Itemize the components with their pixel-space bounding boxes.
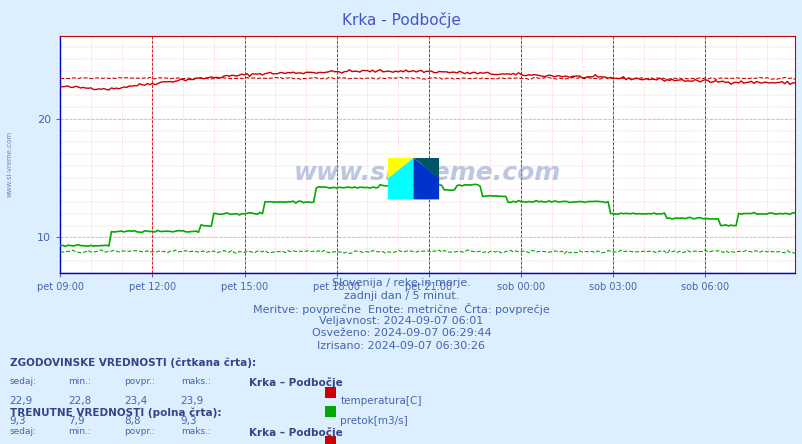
Text: min.:: min.: [68,377,91,386]
Text: temperatura[C]: temperatura[C] [340,396,421,407]
Text: 22,8: 22,8 [68,396,91,407]
Text: Slovenija / reke in morje.: Slovenija / reke in morje. [332,278,470,289]
Text: 22,9: 22,9 [10,396,33,407]
Text: 7,9: 7,9 [68,416,85,426]
Text: Izrisano: 2024-09-07 06:30:26: Izrisano: 2024-09-07 06:30:26 [317,341,485,351]
Text: Krka – Podbočje: Krka – Podbočje [249,377,342,388]
Text: Krka – Podbočje: Krka – Podbočje [249,427,342,438]
Text: zadnji dan / 5 minut.: zadnji dan / 5 minut. [343,291,459,301]
Text: 8,8: 8,8 [124,416,141,426]
Text: Meritve: povprečne  Enote: metrične  Črta: povprečje: Meritve: povprečne Enote: metrične Črta:… [253,303,549,315]
Text: min.:: min.: [68,427,91,436]
Text: TRENUTNE VREDNOSTI (polna črta):: TRENUTNE VREDNOSTI (polna črta): [10,407,221,418]
Text: povpr.:: povpr.: [124,427,156,436]
Text: Osveženo: 2024-09-07 06:29:44: Osveženo: 2024-09-07 06:29:44 [311,328,491,338]
Polygon shape [413,158,439,199]
Text: sedaj:: sedaj: [10,427,37,436]
Polygon shape [413,158,439,178]
Text: www.si-vreme.com: www.si-vreme.com [6,131,13,197]
Text: maks.:: maks.: [180,377,210,386]
Text: Veljavnost: 2024-09-07 06:01: Veljavnost: 2024-09-07 06:01 [319,316,483,326]
Polygon shape [387,158,413,178]
Text: povpr.:: povpr.: [124,377,156,386]
Text: www.si-vreme.com: www.si-vreme.com [294,161,561,185]
Text: 9,3: 9,3 [180,416,197,426]
Text: ZGODOVINSKE VREDNOSTI (črtkana črta):: ZGODOVINSKE VREDNOSTI (črtkana črta): [10,357,256,368]
Text: pretok[m3/s]: pretok[m3/s] [340,416,407,426]
Text: 23,4: 23,4 [124,396,148,407]
Text: Krka - Podbočje: Krka - Podbočje [342,12,460,28]
Text: sedaj:: sedaj: [10,377,37,386]
Text: maks.:: maks.: [180,427,210,436]
Text: 9,3: 9,3 [10,416,26,426]
Polygon shape [387,158,413,199]
Text: 23,9: 23,9 [180,396,204,407]
